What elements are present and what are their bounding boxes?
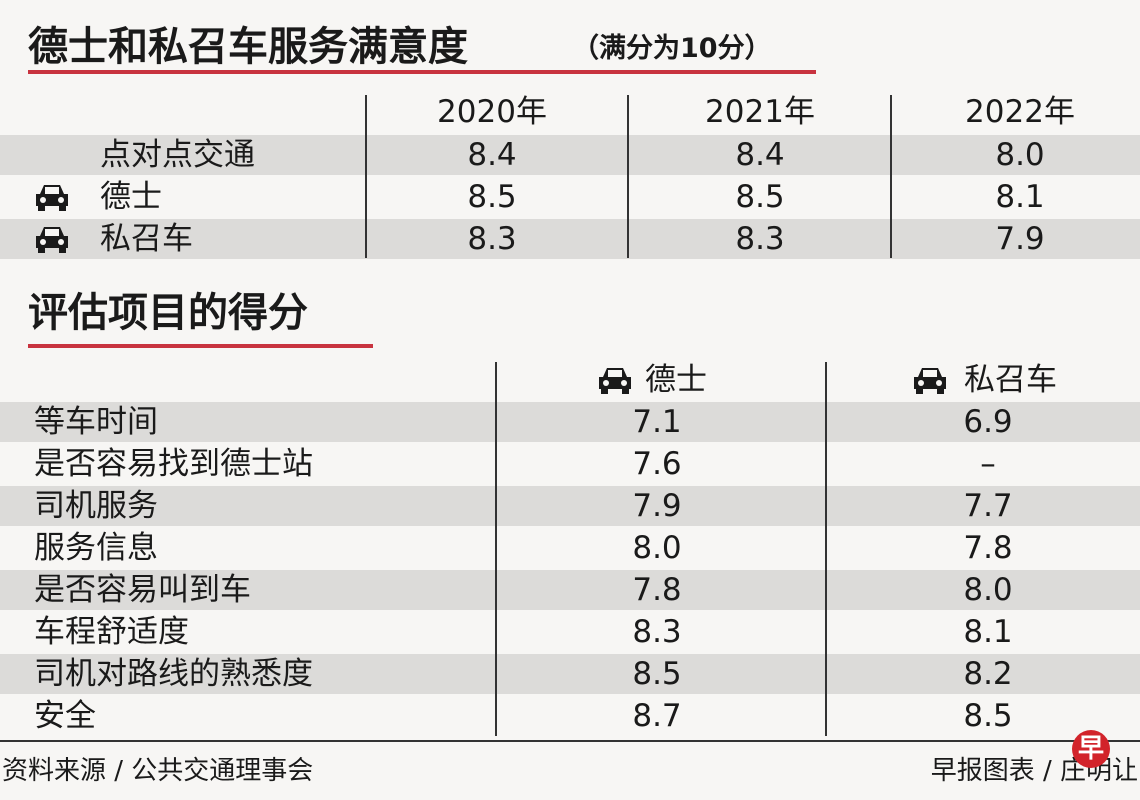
cell-value: 8.5 [632, 656, 682, 692]
table-row [0, 402, 1140, 442]
car-icon [910, 365, 950, 395]
cell-value: 8.5 [963, 698, 1013, 734]
cell-value: 7.8 [963, 530, 1013, 566]
source: 资料来源 / 公共交通理事会 [2, 756, 314, 786]
cell-value: 8.1 [995, 179, 1045, 215]
car-icon [32, 182, 72, 212]
row-label: 德士 [100, 179, 162, 215]
title-underline [28, 70, 816, 74]
cell-value: 7.7 [963, 488, 1013, 524]
subtitle: （满分为10分） [572, 33, 772, 64]
row-label: 司机对路线的熟悉度 [34, 656, 313, 692]
cell-value: 8.0 [632, 530, 682, 566]
row-label: 是否容易找到德士站 [34, 446, 313, 482]
column-divider [365, 95, 367, 258]
column-divider [825, 362, 827, 736]
car-icon [595, 365, 635, 395]
column-divider [627, 95, 629, 258]
row-label: 车程舒适度 [34, 614, 189, 650]
table-row [0, 570, 1140, 610]
column-divider [890, 95, 892, 258]
row-label: 是否容易叫到车 [34, 572, 251, 608]
cell-value: 7.6 [632, 446, 682, 482]
cell-value: 8.1 [963, 614, 1013, 650]
cell-value: 7.1 [632, 404, 682, 440]
car-icon [32, 224, 72, 254]
column-header: 德士 [645, 362, 707, 398]
cell-value: 8.5 [735, 179, 785, 215]
logo: 早 [1072, 730, 1110, 768]
cell-value: 8.4 [467, 137, 517, 173]
column-header: 私召车 [964, 362, 1057, 398]
table-row [0, 177, 1140, 217]
cell-value: 8.3 [632, 614, 682, 650]
cell-value: 8.3 [735, 221, 785, 257]
row-label: 点对点交通 [100, 137, 255, 173]
table-row [0, 135, 1140, 175]
row-label: 司机服务 [34, 488, 158, 524]
section-underline [28, 344, 373, 348]
column-header: 2021年 [705, 94, 815, 130]
section-title: 评估项目的得分 [28, 290, 308, 336]
cell-value: 8.7 [632, 698, 682, 734]
cell-value: 8.3 [467, 221, 517, 257]
title: 德士和私召车服务满意度 [28, 24, 468, 70]
column-header: 2022年 [965, 94, 1075, 130]
cell-value: 7.9 [632, 488, 682, 524]
cell-value: 7.9 [995, 221, 1045, 257]
row-label: 等车时间 [34, 404, 158, 440]
table-row [0, 219, 1140, 259]
cell-value: 6.9 [963, 404, 1013, 440]
bottom-rule [0, 740, 1140, 742]
cell-value: 8.2 [963, 656, 1013, 692]
column-header: 2020年 [437, 94, 547, 130]
column-divider [495, 362, 497, 736]
table-row [0, 654, 1140, 694]
row-label: 服务信息 [34, 530, 158, 566]
row-label: 私召车 [100, 221, 193, 257]
cell-value: 8.0 [963, 572, 1013, 608]
cell-value: 8.4 [735, 137, 785, 173]
cell-value: 8.0 [995, 137, 1045, 173]
row-label: 安全 [34, 698, 96, 734]
cell-value: – [980, 446, 996, 482]
table-row [0, 486, 1140, 526]
cell-value: 8.5 [467, 179, 517, 215]
cell-value: 7.8 [632, 572, 682, 608]
